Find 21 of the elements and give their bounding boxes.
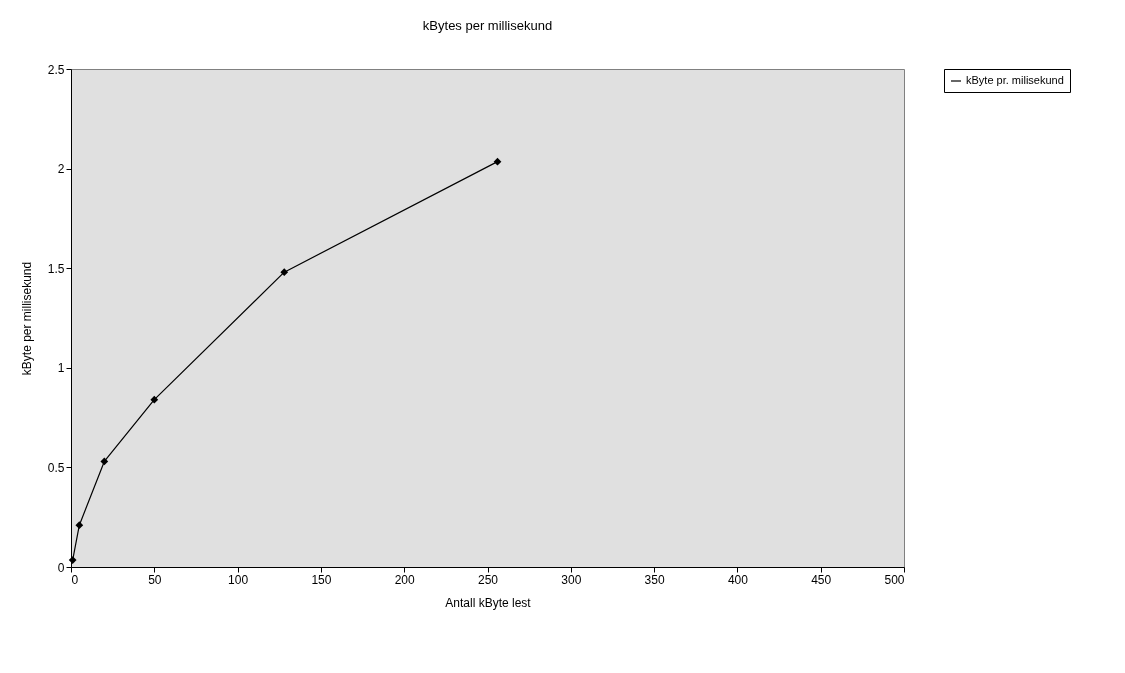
x-tick-label: 50 bbox=[148, 572, 162, 587]
legend-label: kByte pr. milisekund bbox=[966, 74, 1064, 86]
y-tick-label: 0.5 bbox=[47, 460, 65, 475]
y-tick-label: 2 bbox=[57, 162, 65, 177]
x-tick-label: 350 bbox=[644, 572, 665, 587]
y-tick-label: 0 bbox=[57, 560, 65, 575]
chart-title: kBytes per millisekund bbox=[422, 18, 553, 33]
y-axis-title: kByte per millisekund bbox=[19, 261, 34, 376]
x-tick-label: 500 bbox=[884, 572, 905, 587]
x-tick-label: 100 bbox=[228, 572, 249, 587]
x-tick-label: 250 bbox=[477, 572, 499, 587]
x-tick-label: 450 bbox=[811, 572, 832, 587]
x-tick-label: 200 bbox=[394, 572, 416, 587]
y-tick-label: 2.5 bbox=[47, 62, 65, 77]
y-tick-label: 1 bbox=[57, 361, 65, 376]
x-tick-label: 150 bbox=[311, 572, 332, 587]
x-tick-label: 300 bbox=[561, 572, 582, 587]
x-tick-label: 400 bbox=[727, 572, 749, 587]
x-axis-title: Antall kByte lest bbox=[445, 595, 532, 610]
x-tick-label: 0 bbox=[71, 572, 79, 587]
y-tick-label: 1.5 bbox=[47, 261, 65, 276]
